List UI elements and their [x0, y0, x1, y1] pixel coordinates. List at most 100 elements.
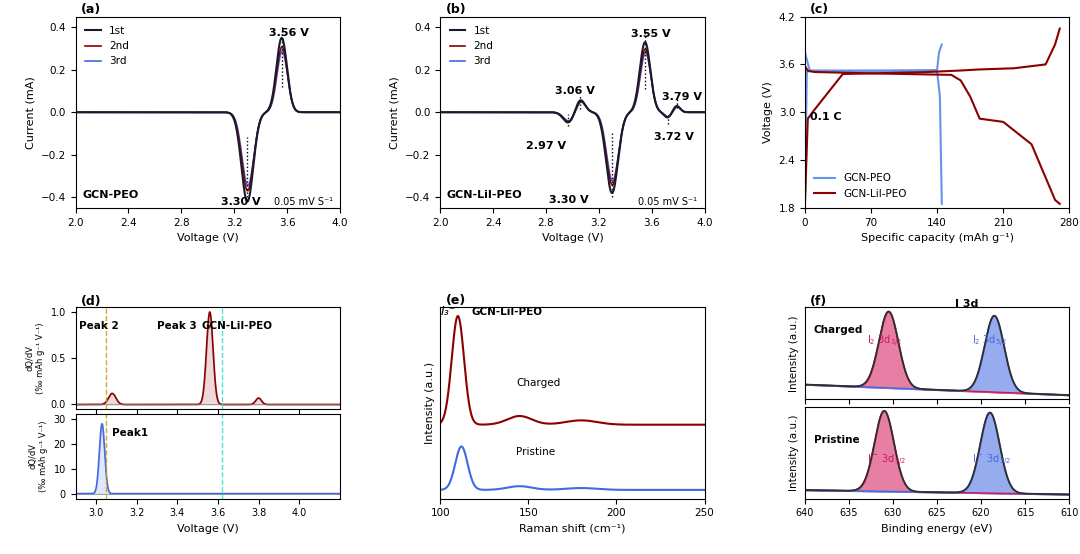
Text: 3.72 V: 3.72 V [654, 132, 694, 142]
Line: Charged: Charged [441, 316, 704, 425]
1st [643, 53, 656, 59]
Pristine [645, 486, 658, 493]
Text: Pristine: Pristine [813, 435, 860, 445]
Pristine [455, 443, 468, 450]
1st [606, 189, 619, 196]
2nd [643, 57, 656, 64]
2nd [447, 109, 460, 116]
1st [326, 109, 339, 116]
Y-axis label: dQ/dV
(‰ mAh g⁻¹ V⁻¹): dQ/dV (‰ mAh g⁻¹ V⁻¹) [28, 420, 48, 492]
Text: I₃⁻: I₃⁻ [441, 305, 456, 317]
Pristine [551, 486, 564, 493]
Text: 3.30 V: 3.30 V [549, 194, 589, 204]
1st [241, 198, 254, 205]
Text: GCN-LiI-PEO: GCN-LiI-PEO [202, 321, 272, 331]
1st [434, 109, 447, 116]
Text: I$^-$ 3d$_{5/2}$: I$^-$ 3d$_{5/2}$ [972, 453, 1012, 469]
Charged [616, 421, 629, 428]
Text: Pristine: Pristine [516, 447, 555, 457]
X-axis label: Binding energy (eV): Binding energy (eV) [881, 524, 993, 534]
Text: (e): (e) [446, 294, 465, 306]
1st [69, 109, 82, 116]
Y-axis label: Intensity (a.u.): Intensity (a.u.) [789, 315, 799, 392]
Line: 1st: 1st [441, 42, 704, 193]
2nd [69, 109, 82, 116]
Pristine [616, 486, 629, 493]
2nd [190, 109, 203, 116]
1st [690, 109, 703, 116]
Line: 3rd: 3rd [76, 52, 340, 186]
1st [690, 109, 703, 116]
2nd [275, 43, 288, 50]
2nd [334, 109, 347, 116]
Text: 0.05 mV S⁻¹: 0.05 mV S⁻¹ [638, 197, 698, 207]
3rd [275, 48, 288, 55]
Y-axis label: Intensity (a.u.): Intensity (a.u.) [789, 414, 799, 491]
Charged [698, 422, 711, 428]
3rd [334, 109, 347, 116]
2nd [241, 187, 254, 194]
3rd [563, 117, 576, 124]
Charged [451, 312, 464, 319]
Pristine [698, 486, 711, 493]
3rd [434, 109, 447, 116]
Charged [434, 419, 447, 426]
Text: Charged: Charged [516, 378, 561, 388]
Text: 3.30 V: 3.30 V [221, 197, 260, 207]
Text: Peak 2: Peak 2 [79, 321, 119, 331]
Line: 2nd: 2nd [441, 49, 704, 185]
Line: 2nd: 2nd [76, 47, 340, 191]
2nd [434, 109, 447, 116]
Text: 3.79 V: 3.79 V [662, 91, 702, 101]
2nd [326, 109, 339, 116]
3rd [69, 109, 82, 116]
Text: GCN-LiI-PEO: GCN-LiI-PEO [472, 306, 543, 316]
Text: 0.1 C: 0.1 C [810, 112, 841, 122]
1st [198, 109, 211, 116]
Legend: 1st, 2nd, 3rd: 1st, 2nd, 3rd [445, 22, 498, 70]
2nd [639, 46, 652, 53]
Text: 3.55 V: 3.55 V [631, 29, 671, 39]
Text: Peak1: Peak1 [112, 428, 148, 438]
Text: Charged: Charged [813, 325, 863, 335]
Pristine [434, 486, 447, 493]
Text: (f): (f) [810, 295, 827, 309]
Text: 0.05 mV S⁻¹: 0.05 mV S⁻¹ [274, 197, 333, 207]
1st [275, 34, 288, 41]
2nd [606, 182, 619, 188]
Legend: 1st, 2nd, 3rd: 1st, 2nd, 3rd [81, 22, 133, 70]
1st [638, 39, 651, 45]
Y-axis label: dQ/dV
(‰ mAh g⁻¹ V⁻¹): dQ/dV (‰ mAh g⁻¹ V⁻¹) [26, 322, 45, 394]
Y-axis label: Current (mA): Current (mA) [25, 76, 35, 148]
Text: I$^-$ 3d$_{3/2}$: I$^-$ 3d$_{3/2}$ [866, 453, 906, 469]
Text: 3.06 V: 3.06 V [555, 86, 595, 96]
3rd [82, 109, 95, 116]
3rd [190, 109, 203, 116]
3rd [198, 109, 211, 116]
2nd [690, 109, 703, 116]
X-axis label: Voltage (V): Voltage (V) [541, 233, 604, 243]
Pristine [461, 460, 474, 466]
Text: 2.97 V: 2.97 V [526, 141, 566, 151]
Legend: GCN-PEO, GCN-LiI-PEO: GCN-PEO, GCN-LiI-PEO [810, 169, 912, 203]
2nd [198, 109, 211, 116]
Line: 3rd: 3rd [441, 53, 704, 181]
2nd [555, 113, 568, 120]
Text: (d): (d) [81, 295, 102, 309]
3rd [690, 109, 703, 116]
Pristine [640, 486, 653, 493]
Text: (b): (b) [446, 3, 467, 16]
Text: I$_2$ 3d$_{3/2}$: I$_2$ 3d$_{3/2}$ [866, 334, 902, 350]
1st [563, 119, 576, 126]
Text: GCN-PEO: GCN-PEO [82, 191, 138, 201]
1st [326, 109, 339, 116]
1st [447, 109, 460, 116]
X-axis label: Voltage (V): Voltage (V) [177, 233, 239, 243]
Charged [645, 422, 658, 428]
3rd [690, 109, 703, 116]
Text: Peak 3: Peak 3 [157, 321, 197, 331]
3rd [698, 109, 711, 116]
Y-axis label: Current (mA): Current (mA) [390, 76, 400, 148]
Line: Pristine: Pristine [441, 447, 704, 490]
1st [334, 109, 347, 116]
